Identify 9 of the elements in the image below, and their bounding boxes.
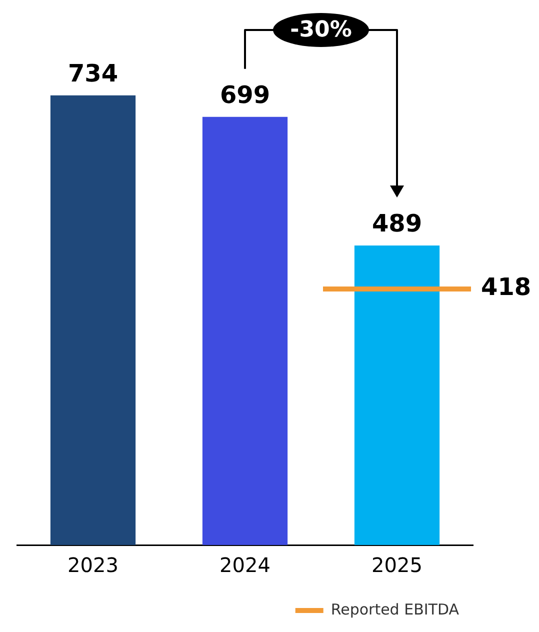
legend-label: Reported EBITDA xyxy=(330,600,460,618)
data-label: 699 xyxy=(220,81,270,110)
data-label: 734 xyxy=(68,60,118,88)
x-tick-label: 2023 xyxy=(68,553,118,578)
text: -30% xyxy=(290,18,352,43)
text: 418 xyxy=(481,273,532,302)
x-tick-label: 2025 xyxy=(372,553,422,578)
data-label: 489 xyxy=(372,210,422,238)
x-tick-label: 2024 xyxy=(220,553,270,578)
